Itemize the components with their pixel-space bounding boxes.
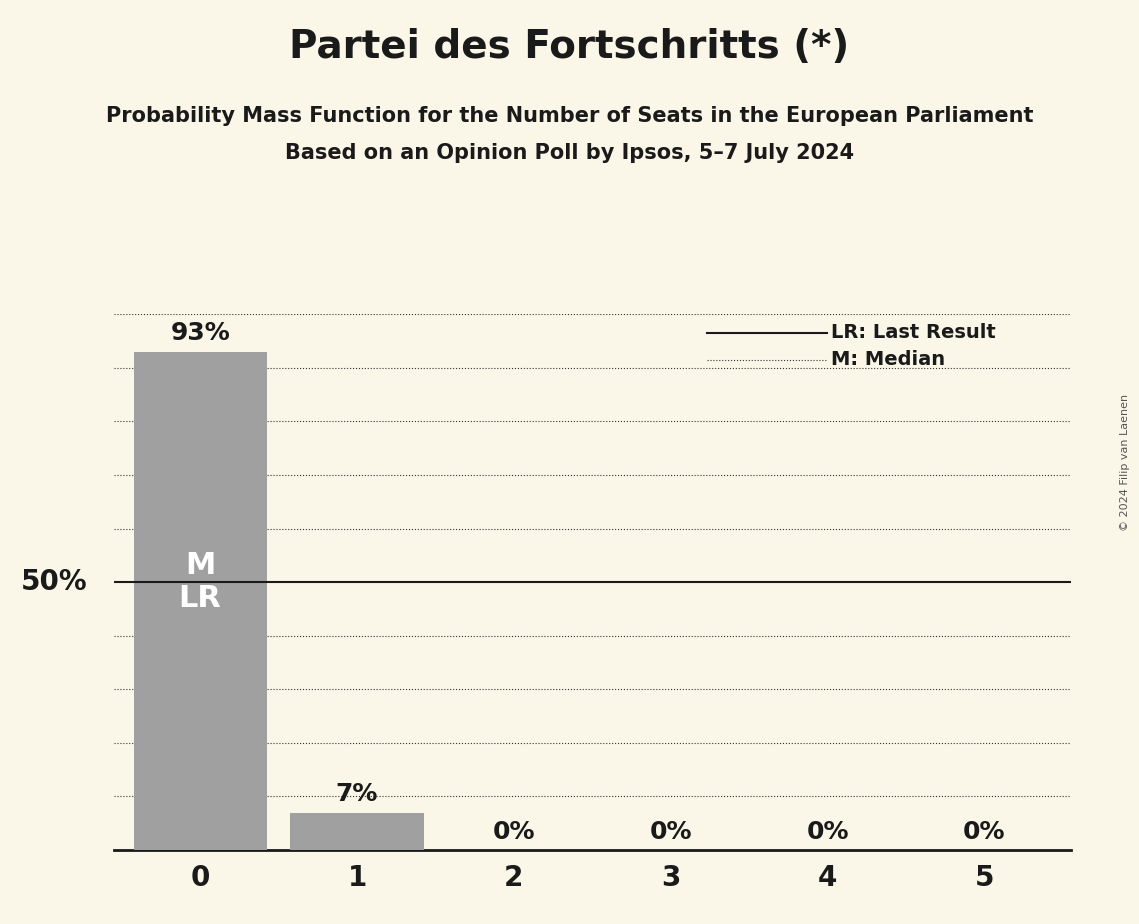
Bar [290, 812, 424, 850]
Text: 0%: 0% [964, 820, 1006, 844]
Text: LR: Last Result: LR: Last Result [831, 323, 997, 343]
Text: M
LR: M LR [179, 551, 222, 614]
Text: 93%: 93% [171, 322, 230, 346]
Text: 7%: 7% [336, 782, 378, 806]
Text: © 2024 Filip van Laenen: © 2024 Filip van Laenen [1121, 394, 1130, 530]
Bar [133, 352, 267, 850]
Text: Based on an Opinion Poll by Ipsos, 5–7 July 2024: Based on an Opinion Poll by Ipsos, 5–7 J… [285, 143, 854, 164]
Text: Probability Mass Function for the Number of Seats in the European Parliament: Probability Mass Function for the Number… [106, 106, 1033, 127]
Text: M: Median: M: Median [831, 350, 945, 370]
Text: 0%: 0% [492, 820, 535, 844]
Text: Partei des Fortschritts (*): Partei des Fortschritts (*) [289, 28, 850, 66]
Text: 50%: 50% [21, 568, 88, 596]
Text: 0%: 0% [649, 820, 693, 844]
Text: 0%: 0% [806, 820, 849, 844]
